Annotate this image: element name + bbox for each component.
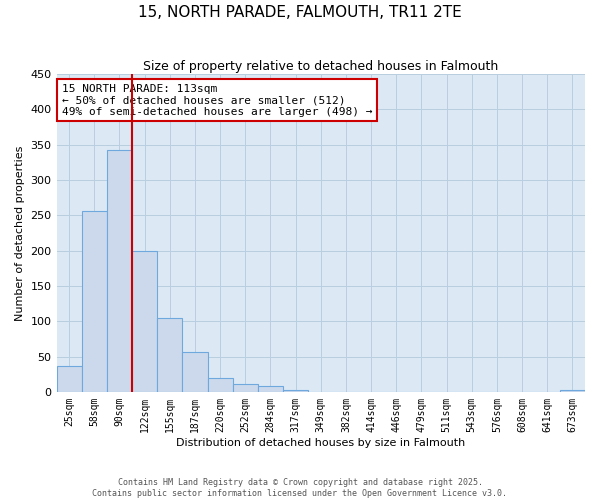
X-axis label: Distribution of detached houses by size in Falmouth: Distribution of detached houses by size …	[176, 438, 466, 448]
Bar	[233, 384, 258, 392]
Bar	[283, 390, 308, 392]
Bar	[208, 378, 233, 392]
Bar	[560, 390, 585, 392]
Text: 15, NORTH PARADE, FALMOUTH, TR11 2TE: 15, NORTH PARADE, FALMOUTH, TR11 2TE	[138, 5, 462, 20]
Bar	[107, 150, 132, 392]
Y-axis label: Number of detached properties: Number of detached properties	[15, 146, 25, 320]
Bar	[82, 211, 107, 392]
Text: Contains HM Land Registry data © Crown copyright and database right 2025.
Contai: Contains HM Land Registry data © Crown c…	[92, 478, 508, 498]
Bar	[157, 318, 182, 392]
Bar	[182, 352, 208, 392]
Bar	[258, 386, 283, 392]
Bar	[56, 366, 82, 392]
Bar	[132, 252, 157, 392]
Text: 15 NORTH PARADE: 113sqm
← 50% of detached houses are smaller (512)
49% of semi-d: 15 NORTH PARADE: 113sqm ← 50% of detache…	[62, 84, 373, 117]
Title: Size of property relative to detached houses in Falmouth: Size of property relative to detached ho…	[143, 60, 499, 73]
